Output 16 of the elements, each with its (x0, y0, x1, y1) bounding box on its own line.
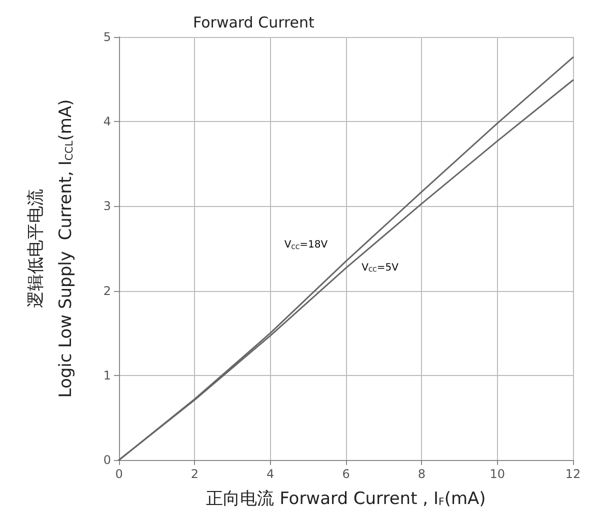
x-tick-label: 8 (418, 467, 426, 481)
y-tick-label: 3 (103, 199, 111, 214)
y-tick-label: 0 (103, 453, 111, 467)
x-axis-title: 正向电流 Forward Current , IF(mA) (206, 488, 486, 509)
y-tick-label: 4 (103, 114, 111, 129)
chart-title: Forward Current (193, 14, 315, 32)
x-tick-label: 2 (190, 467, 198, 481)
x-tick-label: 12 (565, 467, 581, 481)
x-tick-label: 4 (266, 467, 274, 481)
x-tick-label: 6 (342, 467, 350, 481)
x-tick-label: 10 (490, 467, 505, 481)
y-tick-label: 5 (103, 30, 111, 44)
y-axis-title: 逻辑低电平电流 Logic Low Supply Current, ICCL(mA) (26, 99, 76, 398)
y-tick-label: 2 (103, 284, 111, 298)
y-tick-label: 1 (103, 368, 111, 382)
x-tick-label: 0 (115, 467, 123, 481)
